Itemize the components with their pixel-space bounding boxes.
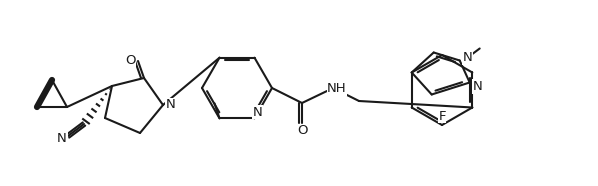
Text: NH: NH xyxy=(327,83,347,95)
Text: O: O xyxy=(297,124,307,137)
Text: N: N xyxy=(463,51,472,64)
Text: F: F xyxy=(438,110,446,123)
Text: N: N xyxy=(166,99,176,111)
Text: N: N xyxy=(473,80,483,93)
Text: N: N xyxy=(252,106,263,119)
Text: O: O xyxy=(125,54,135,68)
Text: N: N xyxy=(57,132,67,145)
